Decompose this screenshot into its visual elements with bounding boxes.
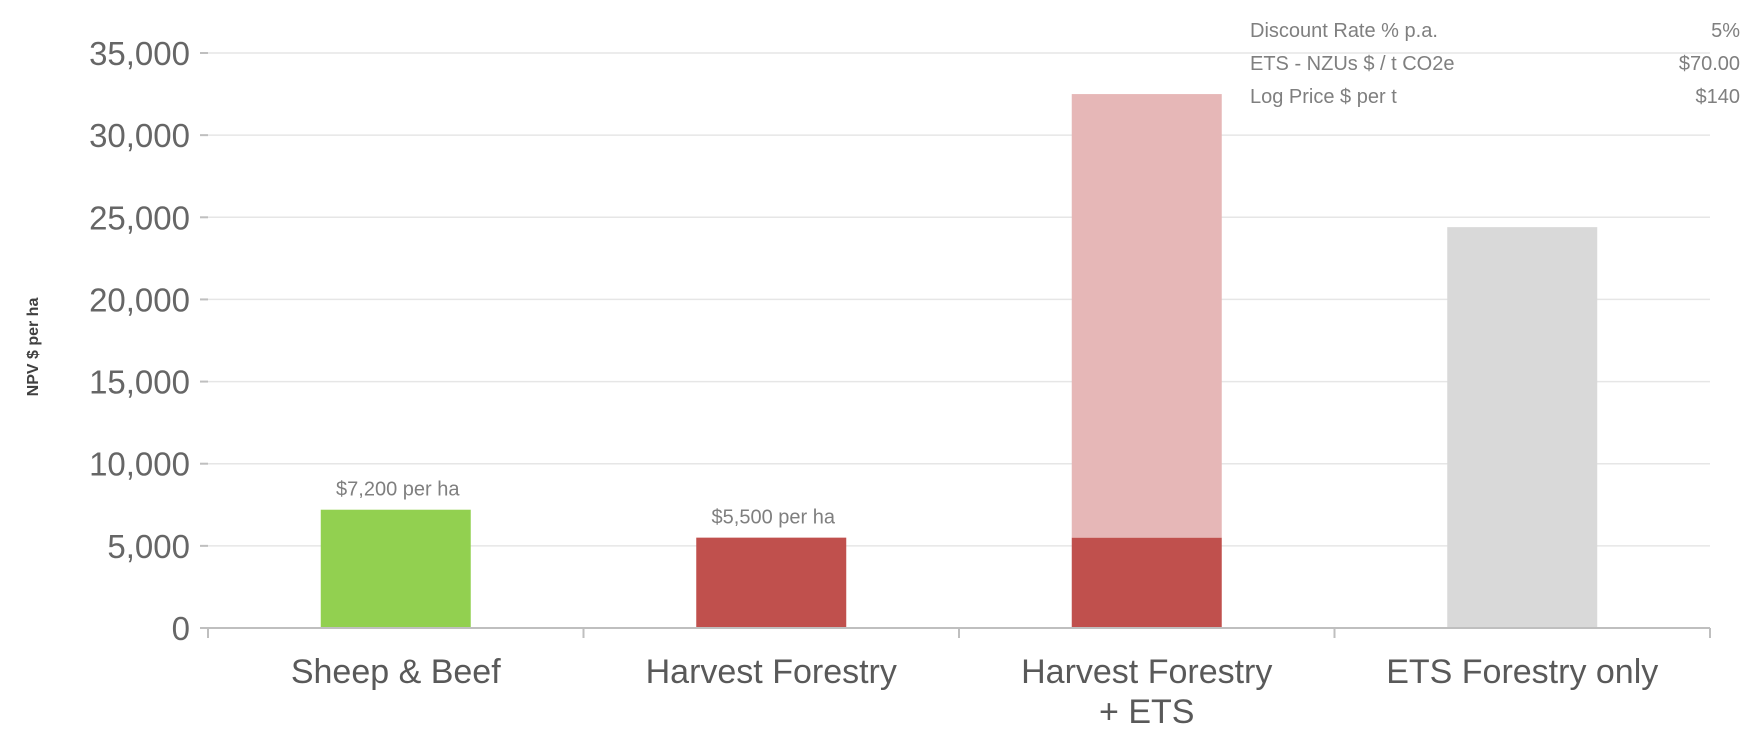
y-tick-label: 5,000	[107, 528, 190, 565]
bar-0-2	[320, 509, 471, 628]
x-tick-label: + ETS	[1099, 693, 1194, 730]
y-tick-label: 25,000	[89, 199, 190, 236]
y-tick-label: 30,000	[89, 117, 190, 154]
data-label: $7,200 per ha	[336, 479, 460, 501]
info-table: Discount Rate % p.a. 5% ETS - NZUs $ / t C…	[1250, 20, 1740, 108]
x-tick-label: Harvest Forestry	[1021, 653, 1272, 691]
x-tick-label: Sheep & Beef	[291, 653, 501, 691]
y-tick-label: 35,000	[89, 35, 190, 72]
gridlines	[208, 52, 1710, 547]
y-tick-label: 0	[172, 610, 190, 647]
y-tick-label: 20,000	[89, 281, 190, 318]
bar-2-0	[1071, 537, 1222, 628]
bar-3-3	[1447, 227, 1598, 628]
y-tick-label: 10,000	[89, 446, 190, 483]
labels: 0 5,000 10,000 15,000 20,000 25,000 30,000 35,0…	[89, 35, 1658, 730]
data-label: $5,500 per ha	[712, 507, 836, 529]
info-label: Discount Rate % p.a.	[1250, 20, 1438, 42]
info-value: $70.00	[1679, 53, 1740, 75]
info-value: 5%	[1711, 20, 1740, 42]
bar-2-1	[1071, 94, 1222, 538]
info-label: Log Price $ per t	[1250, 86, 1397, 108]
info-value: $140	[1696, 86, 1741, 108]
y-axis-title: NPV $ per ha	[25, 298, 42, 397]
x-tick-label: Harvest Forestry	[646, 653, 897, 691]
x-tick-label: ETS Forestry only	[1386, 653, 1658, 691]
bar-1-0	[696, 537, 847, 628]
y-tick-label: 15,000	[89, 364, 190, 401]
axes	[200, 52, 1711, 638]
info-label: ETS - NZUs $ / t CO2e	[1250, 53, 1454, 75]
bars	[320, 94, 1598, 628]
